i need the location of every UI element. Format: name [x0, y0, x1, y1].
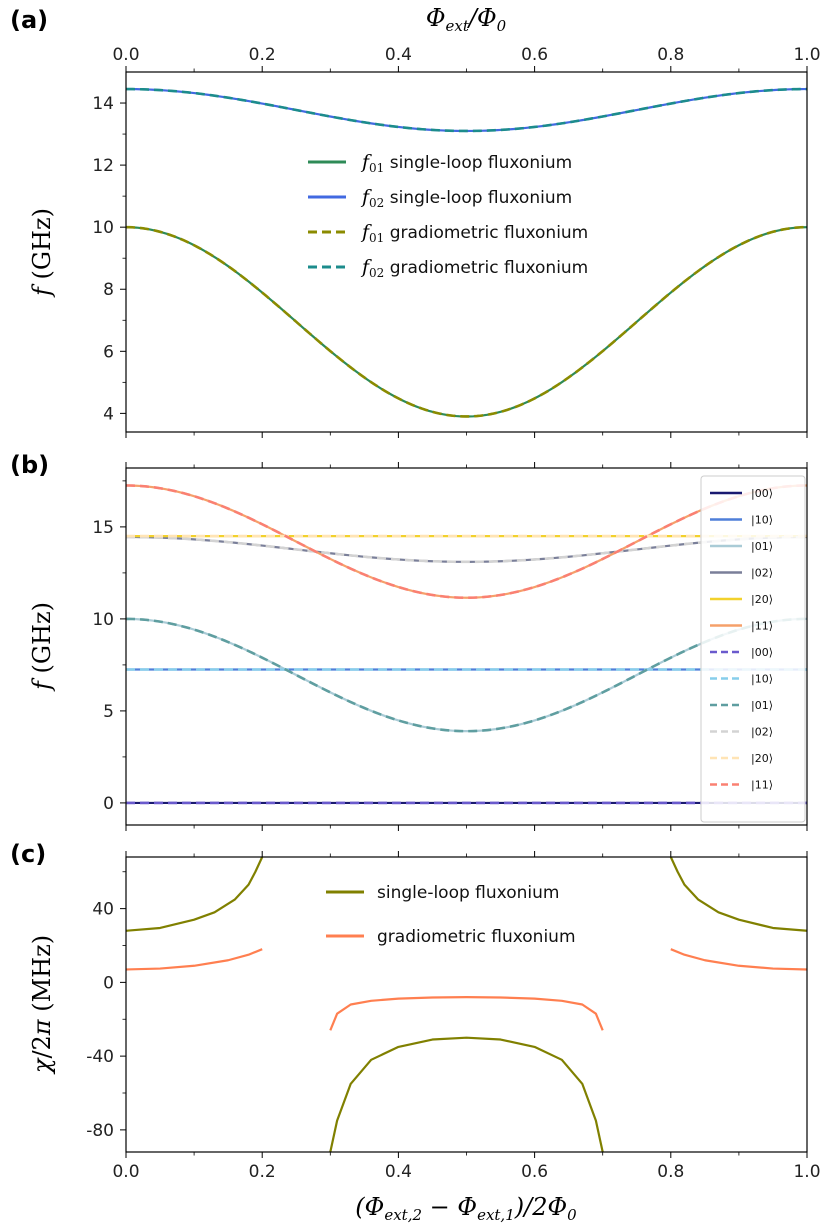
x-tick-label-top: 0.6	[521, 45, 548, 65]
legend-c: single-loop fluxonium gradiometric fluxon…	[326, 883, 576, 947]
y-tick-label: 14	[92, 94, 114, 114]
legend-entry: |02⟩	[751, 567, 773, 580]
y-tick-label: 8	[103, 280, 114, 300]
panel-label-b: (b)	[10, 451, 49, 479]
axes-frame-a	[125, 71, 808, 433]
series-line-c-1-seg2	[670, 948, 807, 971]
legend-entry: gradiometric fluxonium	[377, 927, 576, 947]
plot-area	[126, 857, 807, 1152]
legend-entry: |01⟩	[751, 699, 773, 712]
series-line-c-0-seg1	[329, 1036, 604, 1152]
x-tick-label-top: 0.0	[112, 45, 139, 65]
series-line-c-0-seg2	[669, 857, 807, 932]
legend-entry: f02 single-loop fluxonium	[360, 186, 572, 210]
y-axis-label-b: f (GHz)	[28, 602, 56, 692]
y-tick-label: -40	[86, 1047, 114, 1067]
legend-entry: |02⟩	[751, 726, 773, 739]
x-axis-label: (Φext,2 − Φext,1)/2Φ0	[355, 1193, 577, 1224]
legend-entry: |11⟩	[751, 779, 773, 792]
y-tick-label: 40	[92, 900, 114, 920]
x-tick-label: 0.0	[112, 1162, 139, 1182]
x-tick-label: 0.6	[521, 1162, 548, 1182]
plot-area	[126, 484, 807, 805]
y-tick-label: 6	[103, 342, 114, 362]
legend-entry: |20⟩	[751, 752, 773, 765]
series-line-b-11	[126, 484, 807, 600]
y-tick-label: -80	[86, 1121, 114, 1141]
panel-b: 0 5 10 15 (b) f (GHz) |00⟩ |10⟩ |01⟩ |02⟩ |20⟩ |11⟩…	[10, 451, 808, 831]
legend-entry: |00⟩	[751, 487, 773, 500]
legend-entry: f01 single-loop fluxonium	[360, 151, 572, 175]
x-tick-label-top: 0.4	[385, 45, 412, 65]
legend-entry: |20⟩	[751, 593, 773, 606]
series-line-a-3	[126, 87, 807, 133]
panel-label-c: (c)	[10, 840, 46, 868]
x-tick-label: 0.2	[249, 1162, 276, 1182]
y-tick-label: 4	[103, 404, 114, 424]
series-line-c-1-seg1	[329, 996, 604, 1031]
legend-entry: single-loop fluxonium	[377, 883, 559, 903]
y-axis-label-c: χ/2π (MHz)	[28, 935, 56, 1075]
x-tick-label: 0.4	[385, 1162, 412, 1182]
y-tick-label: 10	[92, 218, 114, 238]
panel-c: 0.0 0.2 0.4 0.6 0.8 1.0 40 0 -40 -80 (c) χ/2π (MHz)…	[10, 840, 821, 1224]
x-tick-label-top: 0.8	[657, 45, 684, 65]
legend-entry: f01 gradiometric fluxonium	[360, 221, 588, 245]
series-line-a-2	[126, 225, 807, 418]
y-tick-label: 12	[92, 156, 114, 176]
series-line-a-1	[126, 87, 807, 133]
x-tick-label-top: 0.2	[249, 45, 276, 65]
panel-label-a: (a)	[10, 6, 48, 34]
y-axis-label-a: f (GHz)	[28, 208, 56, 298]
x-tick-label-top: 1.0	[793, 45, 820, 65]
x-tick-label: 0.8	[657, 1162, 684, 1182]
y-tick-label: 10	[92, 610, 114, 630]
legend-entry: f02 gradiometric fluxonium	[360, 256, 588, 280]
top-axis-label: Φext/Φ0	[426, 4, 507, 35]
y-tick-label: 5	[103, 702, 114, 722]
series-line-c-1-seg0	[126, 948, 263, 971]
series-line-a-0	[126, 226, 807, 418]
legend-a: f01 single-loop fluxonium f02 single-loop…	[308, 151, 588, 280]
series-line-c-0-seg0	[126, 857, 264, 932]
legend-entry: |01⟩	[751, 540, 773, 553]
x-tick-label: 1.0	[793, 1162, 820, 1182]
legend-entry: |11⟩	[751, 620, 773, 633]
y-tick-label: 0	[103, 794, 114, 814]
series-line-b-9	[126, 535, 807, 564]
legend-box-b	[700, 475, 806, 823]
legend-entry: |10⟩	[751, 514, 773, 527]
plot-area	[126, 87, 807, 418]
legend-b: |00⟩ |10⟩ |01⟩ |02⟩ |20⟩ |11⟩ |00⟩ |10⟩ |01⟩ |02⟩…	[700, 475, 806, 823]
y-tick-label: 0	[103, 973, 114, 993]
legend-entry: |10⟩	[751, 673, 773, 686]
y-tick-label: 15	[92, 518, 114, 538]
series-line-b-8	[126, 617, 807, 733]
panel-a: 0.0 0.2 0.4 0.6 0.8 1.0 4 6 8 10 12 14 (a) Φext/Φ0 f (…	[10, 4, 821, 438]
legend-entry: |00⟩	[751, 646, 773, 659]
